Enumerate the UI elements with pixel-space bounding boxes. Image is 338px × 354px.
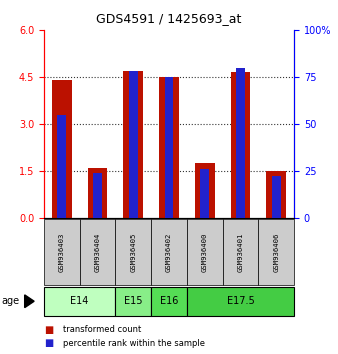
Text: transformed count: transformed count bbox=[63, 325, 141, 335]
Bar bbox=[195, 163, 215, 218]
Text: E14: E14 bbox=[71, 296, 89, 306]
Bar bbox=[93, 173, 102, 218]
Text: ■: ■ bbox=[44, 338, 53, 348]
Bar bbox=[272, 176, 281, 218]
Text: GSM936403: GSM936403 bbox=[59, 233, 65, 272]
Bar bbox=[236, 68, 245, 218]
Text: GSM936405: GSM936405 bbox=[130, 233, 136, 272]
Text: ■: ■ bbox=[44, 325, 53, 335]
Bar bbox=[231, 72, 250, 218]
Text: GSM936404: GSM936404 bbox=[95, 233, 100, 272]
Bar bbox=[129, 72, 138, 218]
Bar bbox=[266, 171, 286, 218]
Text: age: age bbox=[2, 296, 20, 306]
Bar bbox=[159, 77, 179, 218]
Bar bbox=[52, 80, 72, 218]
Bar bbox=[57, 115, 66, 218]
Bar bbox=[165, 77, 173, 218]
Text: GSM936401: GSM936401 bbox=[238, 233, 243, 272]
Text: GSM936406: GSM936406 bbox=[273, 233, 279, 272]
Text: GDS4591 / 1425693_at: GDS4591 / 1425693_at bbox=[96, 12, 242, 25]
Text: E15: E15 bbox=[124, 296, 143, 306]
Bar bbox=[88, 168, 107, 218]
Bar bbox=[123, 71, 143, 218]
Text: percentile rank within the sample: percentile rank within the sample bbox=[63, 339, 204, 348]
Text: E17.5: E17.5 bbox=[226, 296, 254, 306]
Bar bbox=[200, 169, 209, 218]
Text: GSM936402: GSM936402 bbox=[166, 233, 172, 272]
Text: E16: E16 bbox=[160, 296, 178, 306]
Text: GSM936400: GSM936400 bbox=[202, 233, 208, 272]
